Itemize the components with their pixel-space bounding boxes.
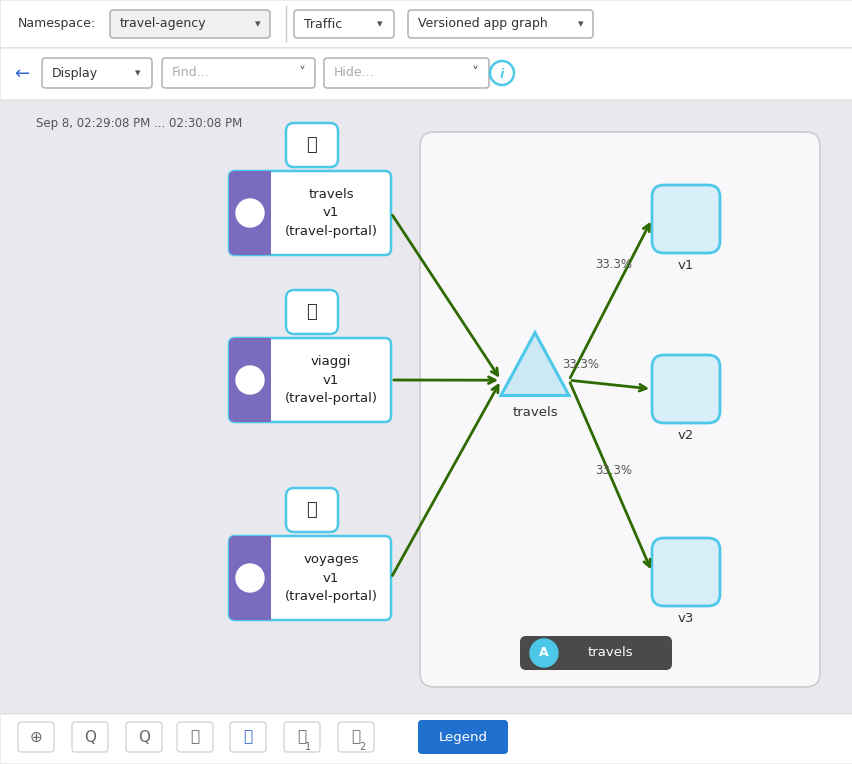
FancyBboxPatch shape: [337, 722, 373, 752]
Text: ▾: ▾: [255, 19, 261, 29]
Text: v3: v3: [677, 612, 694, 625]
Text: →: →: [245, 374, 255, 387]
Text: ←: ←: [14, 65, 30, 83]
Text: v1: v1: [677, 259, 694, 272]
Text: ⛯: ⛯: [306, 136, 317, 154]
FancyBboxPatch shape: [520, 636, 671, 670]
Text: ⛯: ⛯: [243, 730, 252, 744]
Text: ⤢: ⤢: [190, 730, 199, 744]
Text: Q: Q: [83, 730, 96, 744]
FancyBboxPatch shape: [0, 0, 852, 48]
Text: ▾: ▾: [135, 68, 141, 78]
Text: A: A: [538, 646, 548, 659]
Text: ⛯: ⛯: [306, 501, 317, 519]
Text: Versioned app graph: Versioned app graph: [417, 18, 547, 31]
FancyBboxPatch shape: [72, 722, 108, 752]
Text: →: →: [245, 206, 255, 219]
FancyBboxPatch shape: [419, 132, 819, 687]
Text: travels: travels: [586, 646, 632, 659]
FancyBboxPatch shape: [651, 185, 719, 253]
Text: 33.3%: 33.3%: [595, 464, 631, 477]
FancyBboxPatch shape: [42, 58, 152, 88]
Text: ▾: ▾: [377, 19, 383, 29]
FancyBboxPatch shape: [126, 722, 162, 752]
FancyBboxPatch shape: [284, 722, 320, 752]
FancyBboxPatch shape: [285, 123, 337, 167]
Text: ⛯: ⛯: [351, 730, 360, 744]
Text: Namespace:: Namespace:: [18, 18, 96, 31]
FancyBboxPatch shape: [162, 58, 314, 88]
FancyBboxPatch shape: [228, 338, 271, 422]
Text: ⊕: ⊕: [30, 730, 43, 744]
FancyBboxPatch shape: [285, 290, 337, 334]
Polygon shape: [500, 332, 568, 396]
FancyBboxPatch shape: [110, 10, 270, 38]
FancyBboxPatch shape: [407, 10, 592, 38]
Text: 1: 1: [304, 742, 311, 752]
Circle shape: [236, 366, 263, 394]
FancyBboxPatch shape: [0, 714, 852, 764]
Text: 33.3%: 33.3%: [595, 258, 631, 271]
Circle shape: [236, 199, 263, 227]
Text: travels
v1
(travel-portal): travels v1 (travel-portal): [285, 188, 377, 238]
Text: viaggi
v1
(travel-portal): viaggi v1 (travel-portal): [285, 355, 377, 405]
Circle shape: [236, 564, 263, 592]
Text: Hide...: Hide...: [334, 66, 374, 79]
FancyBboxPatch shape: [651, 355, 719, 423]
FancyBboxPatch shape: [228, 536, 390, 620]
FancyBboxPatch shape: [294, 10, 394, 38]
Text: Display: Display: [52, 66, 98, 79]
Text: Traffic: Traffic: [303, 18, 342, 31]
Text: voyages
v1
(travel-portal): voyages v1 (travel-portal): [285, 553, 377, 603]
Text: Legend: Legend: [438, 730, 487, 743]
FancyBboxPatch shape: [228, 171, 271, 255]
FancyBboxPatch shape: [324, 58, 488, 88]
FancyBboxPatch shape: [18, 722, 54, 752]
Circle shape: [529, 639, 557, 667]
Text: Sep 8, 02:29:08 PM ... 02:30:08 PM: Sep 8, 02:29:08 PM ... 02:30:08 PM: [36, 117, 242, 130]
Text: 33.3%: 33.3%: [561, 358, 598, 371]
Text: v2: v2: [677, 429, 694, 442]
Text: i: i: [499, 67, 504, 80]
Text: ⛯: ⛯: [306, 303, 317, 321]
Text: travel-agency: travel-agency: [120, 18, 206, 31]
Text: 2: 2: [359, 742, 365, 752]
FancyBboxPatch shape: [250, 536, 271, 620]
FancyBboxPatch shape: [0, 48, 852, 100]
Text: ˅: ˅: [298, 66, 305, 80]
FancyBboxPatch shape: [228, 536, 271, 620]
Text: ⛯: ⛯: [297, 730, 306, 744]
Text: travels: travels: [511, 406, 557, 419]
FancyBboxPatch shape: [417, 720, 508, 754]
FancyBboxPatch shape: [177, 722, 213, 752]
FancyBboxPatch shape: [228, 338, 390, 422]
Text: ˅: ˅: [471, 66, 478, 80]
FancyBboxPatch shape: [250, 338, 271, 422]
FancyBboxPatch shape: [228, 171, 390, 255]
Text: ▾: ▾: [578, 19, 583, 29]
FancyBboxPatch shape: [285, 488, 337, 532]
FancyBboxPatch shape: [250, 171, 271, 255]
FancyBboxPatch shape: [230, 722, 266, 752]
Text: Q: Q: [138, 730, 150, 744]
Text: →: →: [245, 571, 255, 584]
Text: Find...: Find...: [172, 66, 210, 79]
FancyBboxPatch shape: [651, 538, 719, 606]
